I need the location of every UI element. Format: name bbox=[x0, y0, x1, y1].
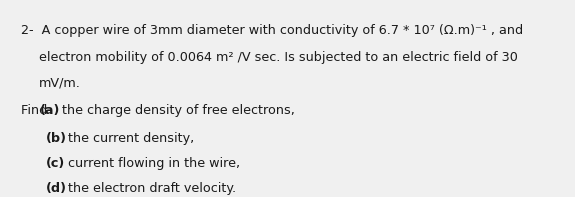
Text: (b): (b) bbox=[46, 132, 67, 145]
Text: the current density,: the current density, bbox=[64, 132, 194, 145]
Text: the charge density of free electrons,: the charge density of free electrons, bbox=[58, 104, 294, 117]
Text: current flowing in the wire,: current flowing in the wire, bbox=[64, 157, 240, 170]
Text: (c): (c) bbox=[46, 157, 66, 170]
Text: mV/m.: mV/m. bbox=[39, 77, 81, 90]
Text: (d): (d) bbox=[46, 182, 67, 195]
Text: electron mobility of 0.0064 m² /V sec. Is subjected to an electric field of 30: electron mobility of 0.0064 m² /V sec. I… bbox=[39, 51, 518, 64]
Text: 2-  A copper wire of 3mm diameter with conductivity of 6.7 * 10⁷ (Ω.m)⁻¹ , and: 2- A copper wire of 3mm diameter with co… bbox=[21, 24, 523, 37]
Text: the electron draft velocity.: the electron draft velocity. bbox=[64, 182, 236, 195]
Text: Find: Find bbox=[21, 104, 52, 117]
Text: (a): (a) bbox=[40, 104, 60, 117]
